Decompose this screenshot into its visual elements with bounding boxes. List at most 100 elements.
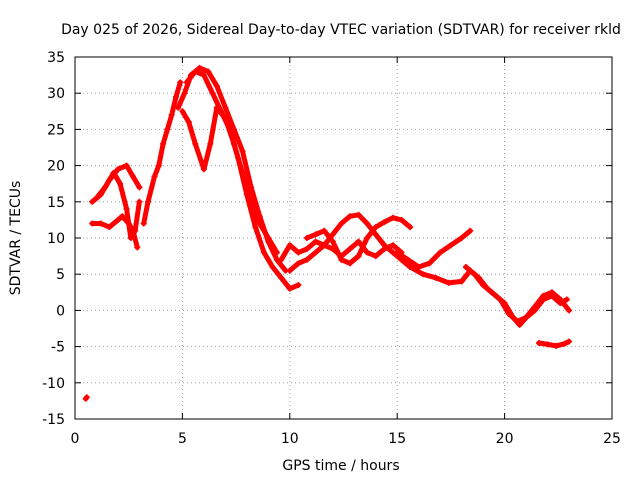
data-point — [544, 341, 551, 348]
data-point — [243, 191, 250, 198]
data-point — [389, 242, 396, 249]
data-point — [563, 296, 570, 303]
data-point — [114, 216, 121, 223]
series-early-mid — [93, 169, 143, 241]
data-point — [252, 224, 259, 231]
data-point — [514, 318, 521, 325]
series-mid-3 — [303, 214, 414, 267]
data-point — [480, 282, 487, 289]
data-point — [134, 244, 141, 251]
data-point — [205, 68, 212, 75]
data-point — [553, 342, 560, 349]
data-point — [381, 245, 388, 252]
data-point — [102, 184, 109, 191]
data-point — [467, 227, 474, 234]
data-point — [321, 242, 328, 249]
data-point — [123, 206, 130, 213]
x-tick-label: 15 — [388, 431, 406, 447]
data-point — [458, 278, 465, 285]
data-point — [222, 104, 229, 111]
data-point — [140, 220, 147, 227]
data-point — [239, 148, 246, 155]
data-point — [83, 394, 90, 401]
data-point — [235, 155, 242, 162]
data-point — [89, 220, 96, 227]
data-point — [419, 271, 426, 278]
data-point — [303, 245, 310, 252]
chart-grid — [75, 57, 612, 419]
data-point — [329, 231, 336, 238]
data-point — [407, 224, 414, 231]
data-point — [183, 79, 190, 86]
data-point — [372, 231, 379, 238]
data-point — [338, 256, 345, 263]
data-point — [445, 279, 452, 286]
data-point — [447, 242, 454, 249]
data-point — [145, 198, 152, 205]
data-point — [123, 162, 130, 169]
y-tick-label: 10 — [47, 231, 65, 247]
data-point — [540, 296, 547, 303]
data-point — [372, 253, 379, 260]
data-point — [286, 242, 293, 249]
x-tick-label: 5 — [178, 431, 187, 447]
data-point — [462, 263, 469, 270]
series-late-4 — [535, 338, 573, 349]
x-tick-label: 10 — [281, 431, 299, 447]
y-tick-label: -5 — [51, 340, 65, 356]
data-point — [355, 253, 362, 260]
data-point — [261, 249, 268, 256]
data-point — [398, 216, 405, 223]
y-tick-label: 35 — [47, 50, 65, 66]
data-point — [346, 245, 353, 252]
x-axis-label: GPS time / hours — [282, 458, 399, 474]
data-point — [117, 180, 124, 187]
data-point — [179, 108, 186, 115]
data-point — [312, 238, 319, 245]
plot-area — [74, 56, 613, 420]
data-point — [364, 249, 371, 256]
data-point — [404, 256, 411, 263]
data-point — [346, 260, 353, 267]
data-point — [172, 93, 179, 100]
data-point — [505, 311, 512, 318]
data-point — [175, 104, 182, 111]
series-late-3 — [462, 263, 570, 325]
x-tick-label: 20 — [496, 431, 514, 447]
data-point — [213, 82, 220, 89]
data-point — [192, 140, 199, 147]
data-point — [278, 256, 285, 263]
data-point — [295, 282, 302, 289]
data-point — [372, 224, 379, 231]
y-tick-label: -15 — [42, 412, 65, 428]
data-point — [338, 220, 345, 227]
y-axis-label: SDTVAR / TECUs — [8, 181, 24, 296]
data-point — [488, 289, 495, 296]
data-point — [209, 90, 216, 97]
data-point — [226, 126, 233, 133]
data-point — [286, 267, 293, 274]
chart-series — [82, 64, 573, 402]
y-tick-label: -10 — [42, 376, 65, 392]
y-tick-label: 0 — [56, 303, 65, 319]
data-point — [136, 184, 143, 191]
data-point — [535, 339, 542, 346]
data-point — [437, 249, 444, 256]
data-point — [295, 260, 302, 267]
data-point — [127, 235, 134, 241]
series-line — [184, 69, 301, 292]
data-point — [93, 195, 100, 202]
series-line — [94, 170, 142, 241]
data-point — [155, 162, 162, 169]
data-point — [106, 224, 113, 231]
data-point — [566, 338, 573, 345]
data-point — [192, 68, 199, 75]
data-point — [273, 249, 280, 256]
data-point — [355, 211, 362, 218]
data-point — [164, 126, 171, 133]
data-point — [265, 235, 272, 241]
data-point — [89, 198, 96, 205]
y-tick-label: 15 — [47, 195, 65, 211]
data-point — [432, 274, 439, 281]
data-point — [286, 285, 293, 292]
